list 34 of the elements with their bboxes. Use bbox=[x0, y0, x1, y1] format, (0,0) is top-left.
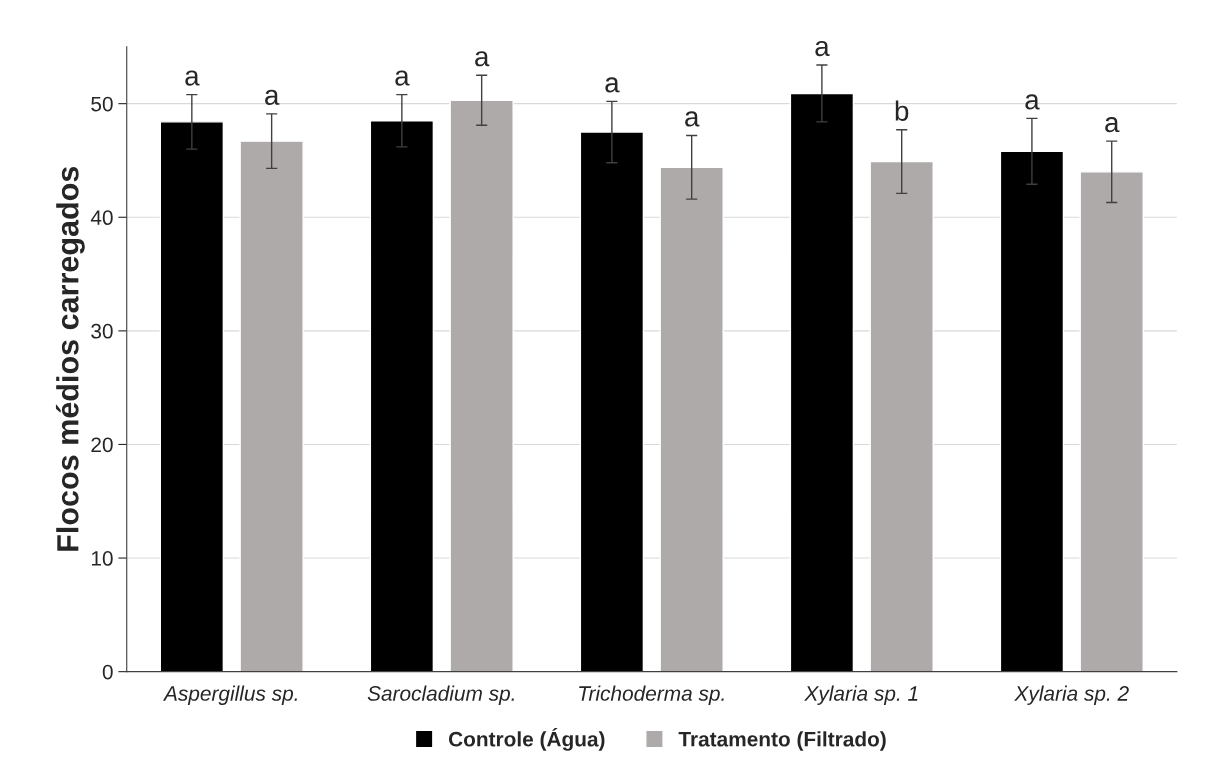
annotation: a bbox=[185, 70, 200, 86]
bar bbox=[869, 160, 934, 672]
y-tick-label: 50 bbox=[91, 96, 113, 112]
annotation: a bbox=[1105, 117, 1120, 133]
x-tick-label: Xylaria sp. 1 bbox=[804, 685, 918, 705]
annotation: a bbox=[475, 51, 490, 67]
bar bbox=[789, 92, 855, 672]
annotation: a bbox=[605, 77, 620, 93]
bar bbox=[659, 166, 724, 672]
annotation: b bbox=[895, 100, 909, 121]
bar bbox=[239, 140, 304, 672]
annotation: a bbox=[815, 40, 830, 57]
y-tick-label: 40 bbox=[90, 210, 113, 226]
annotation: a bbox=[685, 111, 700, 127]
x-tick-label: Trichoderma sp. bbox=[579, 685, 724, 705]
annotation: a bbox=[395, 70, 410, 86]
bar bbox=[999, 150, 1065, 672]
bar bbox=[159, 121, 225, 672]
x-tick-label: Xylaria sp. 2 bbox=[1014, 685, 1129, 705]
y-tick-label: 10 bbox=[91, 551, 113, 566]
bar bbox=[1079, 171, 1144, 672]
y-axis-title: Flocos médios carregados bbox=[55, 166, 85, 551]
x-tick-label: Aspergillus sp. bbox=[162, 685, 297, 705]
bar bbox=[369, 120, 435, 672]
y-tick-label: 0 bbox=[102, 664, 113, 680]
annotation: a bbox=[265, 89, 280, 105]
bar bbox=[449, 99, 514, 672]
annotation: a bbox=[1025, 94, 1040, 110]
x-tick-label: Sarocladium sp. bbox=[367, 685, 514, 705]
y-tick-label: 20 bbox=[91, 437, 113, 453]
bar bbox=[579, 131, 645, 672]
legend-label: Tratamento (Filtrado) bbox=[678, 731, 886, 751]
y-tick-label: 30 bbox=[91, 323, 113, 339]
legend-label: Controle (Água) bbox=[448, 727, 605, 751]
